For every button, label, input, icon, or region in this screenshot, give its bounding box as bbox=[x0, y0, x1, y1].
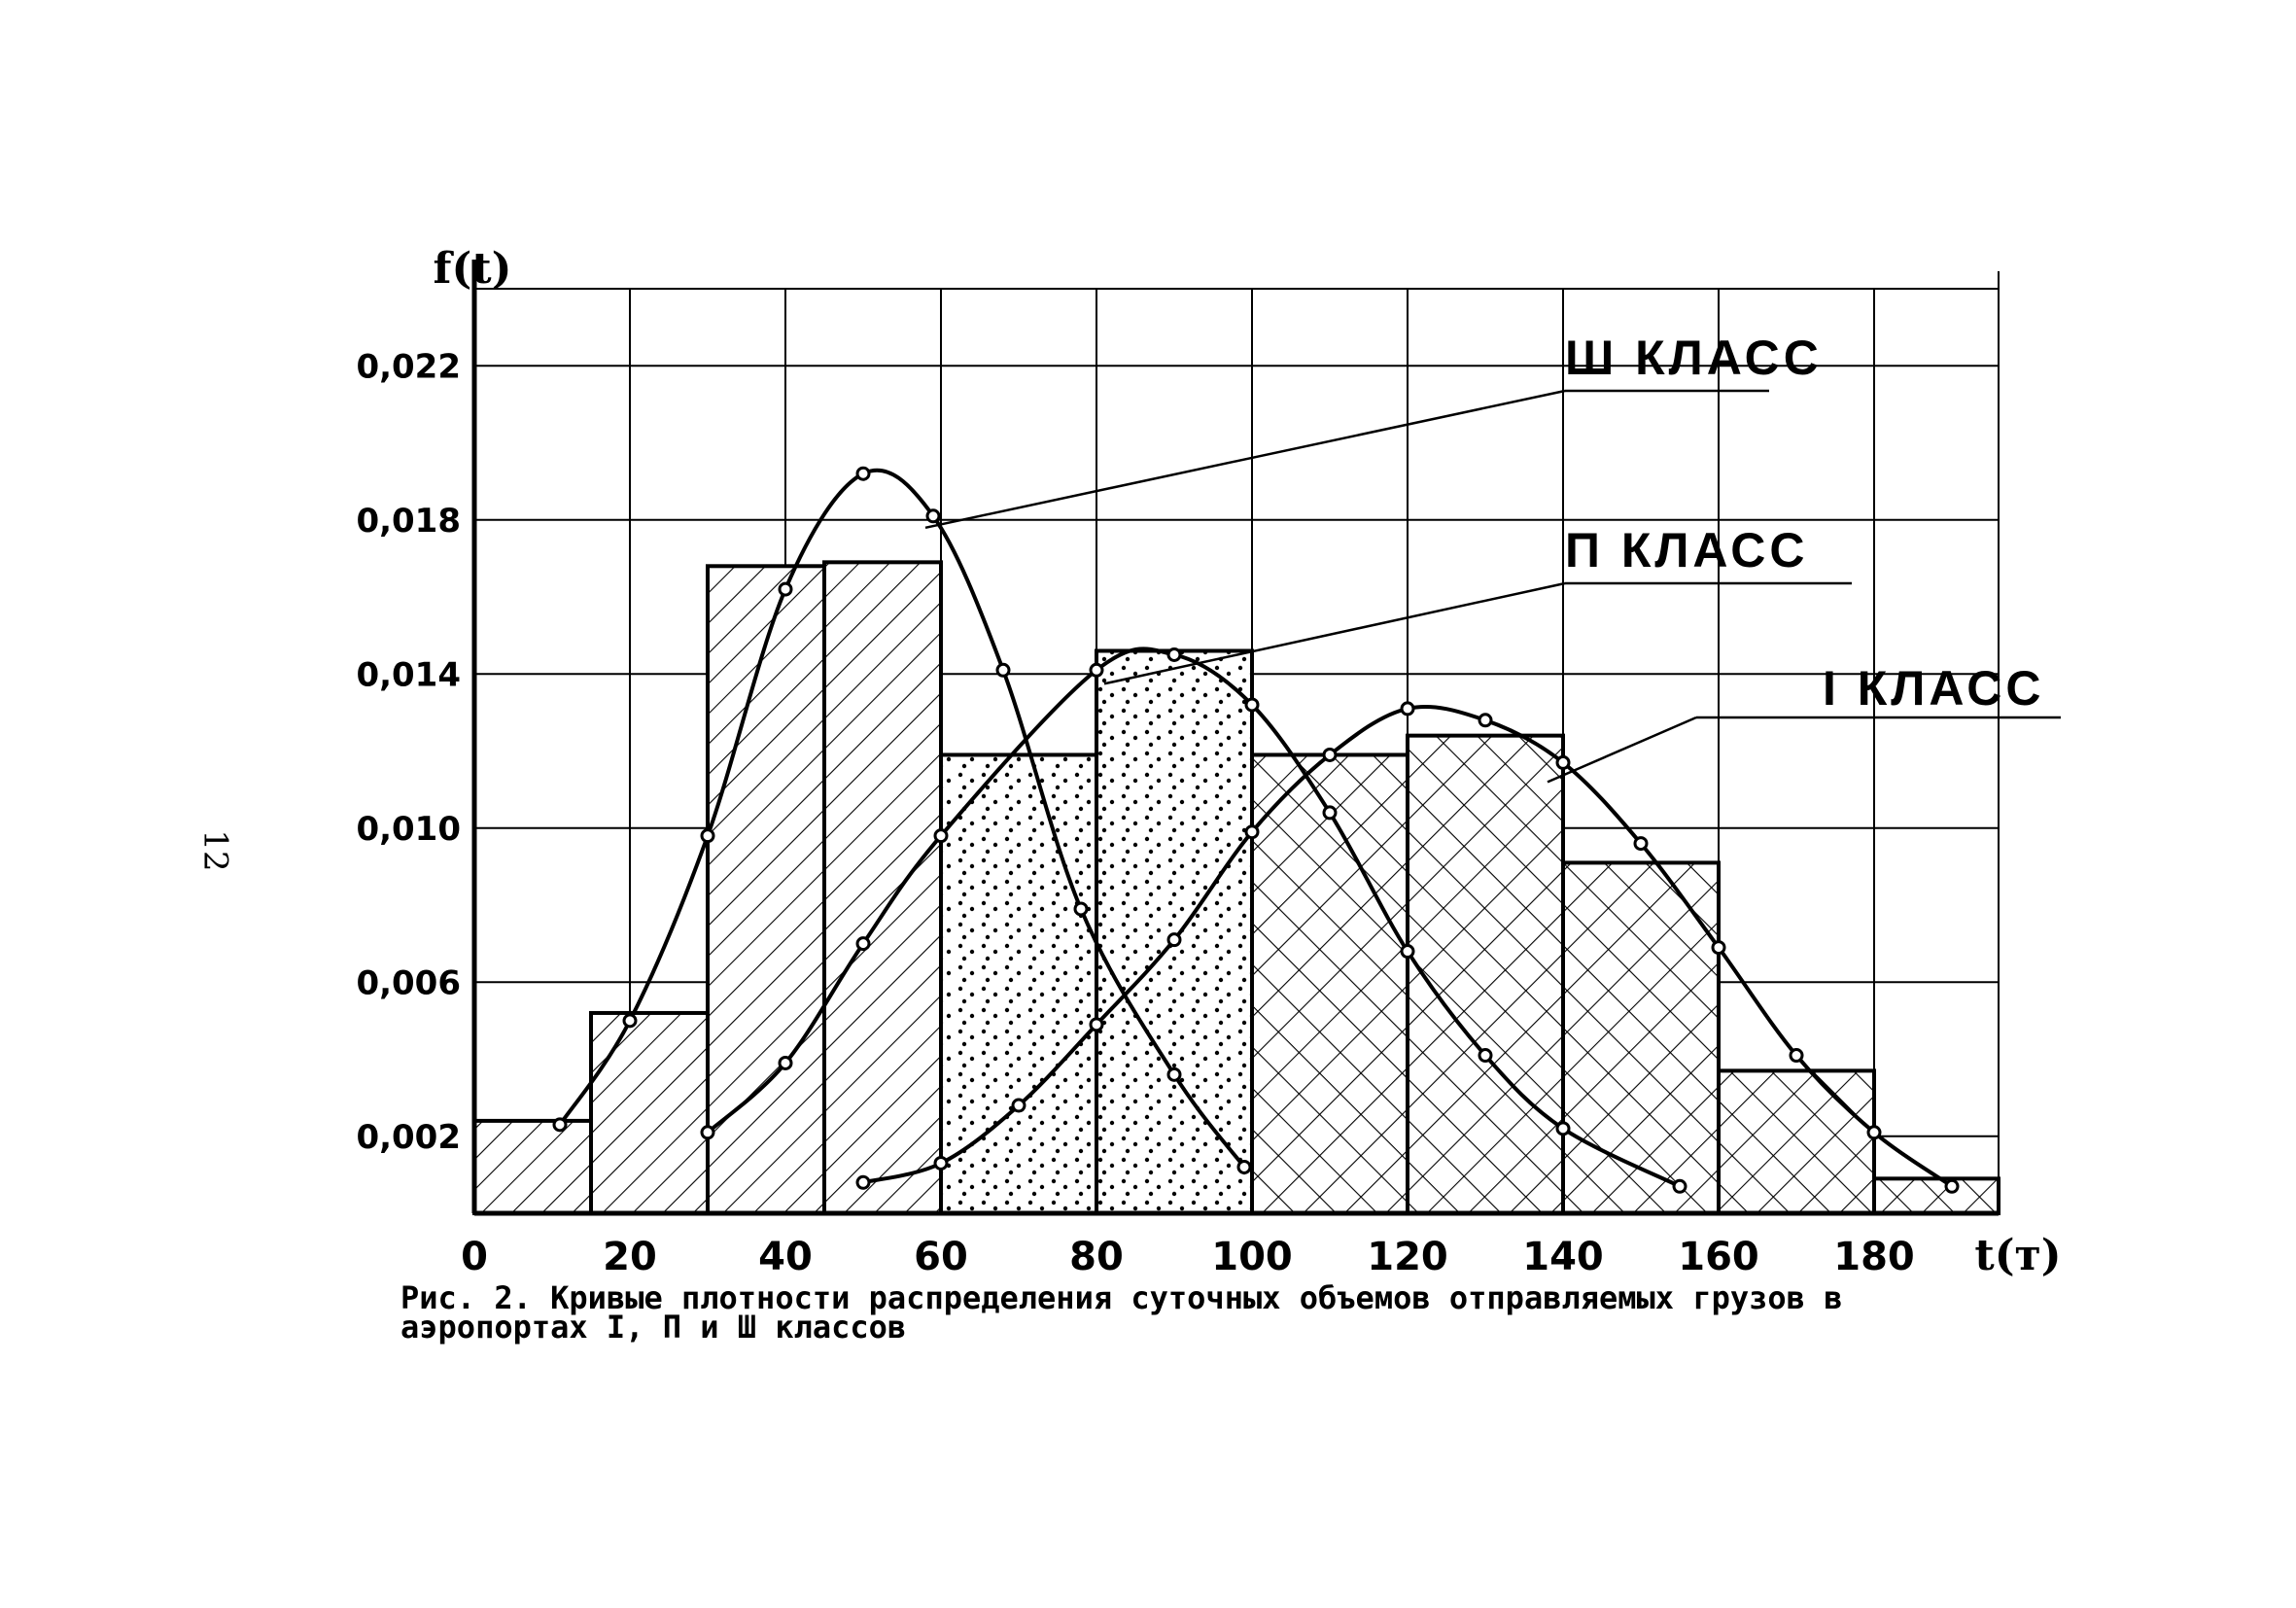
curve-point bbox=[925, 508, 941, 524]
bar-single-hatch-1 bbox=[589, 1010, 710, 1215]
bar-cross-hatch-2 bbox=[1561, 860, 1721, 1215]
y-tick-label: 0,022 bbox=[356, 347, 461, 386]
density-curves bbox=[552, 466, 1960, 1194]
class-label-leader bbox=[924, 389, 1566, 530]
curve-point bbox=[933, 1155, 949, 1171]
curve-point bbox=[700, 828, 715, 844]
curve-point bbox=[933, 828, 949, 844]
curve-point bbox=[1400, 944, 1415, 960]
class-label-1: П КЛАСС bbox=[1565, 523, 1809, 577]
figure-caption: Рис. 2. Кривые плотности распределения с… bbox=[400, 1279, 2004, 1346]
curve-point bbox=[1555, 754, 1571, 770]
curve-point bbox=[1236, 1159, 1252, 1174]
curve-point bbox=[1555, 1121, 1571, 1136]
bar-single-hatch-3 bbox=[822, 560, 943, 1215]
bar-cross-hatch-1 bbox=[1406, 733, 1565, 1216]
y-tick-label: 0,010 bbox=[356, 810, 461, 849]
bar-cross-hatch-0 bbox=[1250, 752, 1409, 1216]
curve-point bbox=[1789, 1048, 1804, 1064]
class-label-0: Ш КЛАСС bbox=[1565, 331, 1823, 385]
curve-point bbox=[1866, 1125, 1882, 1140]
y-tick-label: 0,002 bbox=[356, 1118, 461, 1157]
x-tick-label: 140 bbox=[1522, 1235, 1604, 1279]
x-tick-label: 60 bbox=[914, 1235, 968, 1279]
curve-point bbox=[1322, 747, 1338, 762]
curve-point bbox=[778, 1055, 793, 1070]
curve-point bbox=[1633, 836, 1649, 852]
bar-single-hatch-2 bbox=[706, 564, 826, 1215]
bar-single-hatch-0 bbox=[472, 1118, 593, 1216]
class-label-leader bbox=[1103, 581, 1566, 685]
x-tick-label: 120 bbox=[1367, 1235, 1448, 1279]
curve-point bbox=[855, 936, 871, 952]
caption-line-1: Рис. 2. Кривые плотности распределения с… bbox=[400, 1279, 1843, 1316]
curve-point bbox=[1166, 647, 1182, 662]
curve-point bbox=[1711, 940, 1726, 956]
x-tick-label: 180 bbox=[1833, 1235, 1915, 1279]
x-tick-label: 20 bbox=[603, 1235, 657, 1279]
curve-point bbox=[1400, 701, 1415, 717]
curve-point bbox=[1322, 805, 1338, 821]
curve-point bbox=[1244, 824, 1260, 840]
y-tick-label: 0,018 bbox=[356, 502, 461, 541]
curve-point bbox=[1672, 1178, 1687, 1194]
caption-line-2: аэропортах I, П и Ш классов bbox=[400, 1309, 907, 1346]
curve-point bbox=[778, 581, 793, 597]
axes: 0 20 40 60 80 100 120 140 160 180 0,002 0,006 0,010 0… bbox=[356, 244, 2061, 1280]
class-label-2: I КЛАСС bbox=[1823, 661, 2044, 716]
histogram-bars bbox=[472, 560, 2000, 1216]
y-tick-label: 0,014 bbox=[356, 655, 461, 694]
bar-dots-3 bbox=[1095, 648, 1254, 1215]
curve-point bbox=[1244, 697, 1260, 713]
curve-point bbox=[1073, 901, 1089, 917]
x-axis-label: t(т) bbox=[1974, 1231, 2061, 1280]
curve-point bbox=[622, 1013, 638, 1029]
y-tick-label: 0,006 bbox=[356, 963, 461, 1002]
curve-point bbox=[1478, 713, 1493, 728]
bar-cross-hatch-4 bbox=[1872, 1176, 2000, 1216]
density-curve-0 bbox=[558, 468, 1246, 1169]
x-tick-label: 40 bbox=[758, 1235, 813, 1279]
class-labels: Ш КЛАСС П КЛАСС I КЛАСС bbox=[924, 331, 2061, 784]
curve-point bbox=[552, 1117, 568, 1133]
curve-point bbox=[855, 1174, 871, 1190]
curve-point bbox=[700, 1125, 715, 1140]
curve-point bbox=[1089, 662, 1104, 678]
x-tick-label: 80 bbox=[1069, 1235, 1124, 1279]
curve-point bbox=[1089, 1017, 1104, 1032]
x-tick-label: 160 bbox=[1678, 1235, 1759, 1279]
curve-point bbox=[1011, 1098, 1026, 1113]
curve-point bbox=[855, 466, 871, 481]
curve-point bbox=[1166, 1066, 1182, 1082]
curve-point bbox=[1166, 932, 1182, 948]
bar-dots-2 bbox=[939, 752, 1098, 1216]
curve-point bbox=[995, 662, 1011, 678]
x-tick-label: 0 bbox=[461, 1235, 488, 1279]
class-label-leader bbox=[1547, 716, 1697, 784]
x-tick-label: 100 bbox=[1211, 1235, 1293, 1279]
curve-point bbox=[1944, 1178, 1960, 1194]
bar-cross-hatch-3 bbox=[1717, 1068, 1876, 1215]
curve-point bbox=[1478, 1048, 1493, 1064]
y-axis-label: f(t) bbox=[434, 244, 512, 294]
